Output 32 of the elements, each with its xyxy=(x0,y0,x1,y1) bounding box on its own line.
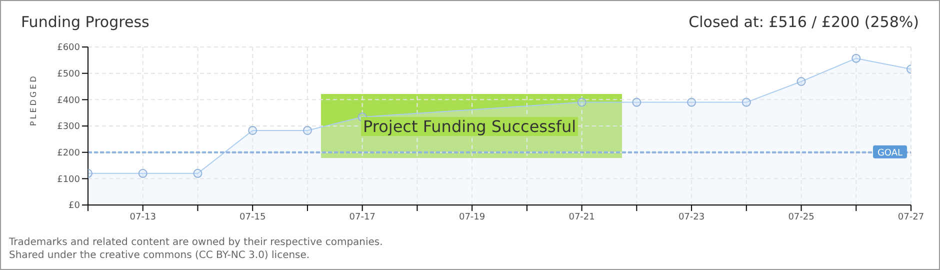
point xyxy=(248,126,258,135)
x-tick-label: 07-23 xyxy=(678,212,705,222)
text: Shared under the creative commons (CC BY-NC 3.0) license. xyxy=(9,250,310,261)
x-tick-label: 07-25 xyxy=(788,212,814,222)
annotation: Project Funding Successful xyxy=(361,117,578,136)
ref-line-label: GOAL xyxy=(877,148,903,158)
x-tick-label: 07-27 xyxy=(898,212,924,222)
point xyxy=(687,98,696,107)
point xyxy=(796,76,806,86)
point xyxy=(742,98,751,107)
text: Closed at: £516 / £200 (258%) xyxy=(688,13,919,31)
point xyxy=(632,98,642,107)
x-tick-label: 07-19 xyxy=(458,212,486,222)
y-tick-label: £200 xyxy=(57,148,80,159)
point xyxy=(193,168,202,178)
y-tick-label: £400 xyxy=(57,96,80,106)
x-tick-label: 07-21 xyxy=(568,212,595,222)
x-tick-label: 07-17 xyxy=(349,212,376,222)
y-tick-label: £0 xyxy=(68,201,80,212)
chart-title: Funding Progress xyxy=(21,13,150,31)
x-tick-label: 07-13 xyxy=(130,212,156,222)
point xyxy=(852,54,861,63)
point xyxy=(138,168,148,178)
y-tick-label: £600 xyxy=(57,43,80,54)
y-tick-label: £100 xyxy=(57,174,80,185)
point xyxy=(577,98,586,107)
point xyxy=(302,126,312,135)
text: Trademarks and related content are owned by their respective companies. xyxy=(9,237,383,248)
y-tick-label: £500 xyxy=(57,70,80,80)
y-axis-title: PLEDGED xyxy=(28,74,38,126)
y-tick-label: £300 xyxy=(57,122,80,132)
x-tick-label: 07-15 xyxy=(240,212,266,222)
